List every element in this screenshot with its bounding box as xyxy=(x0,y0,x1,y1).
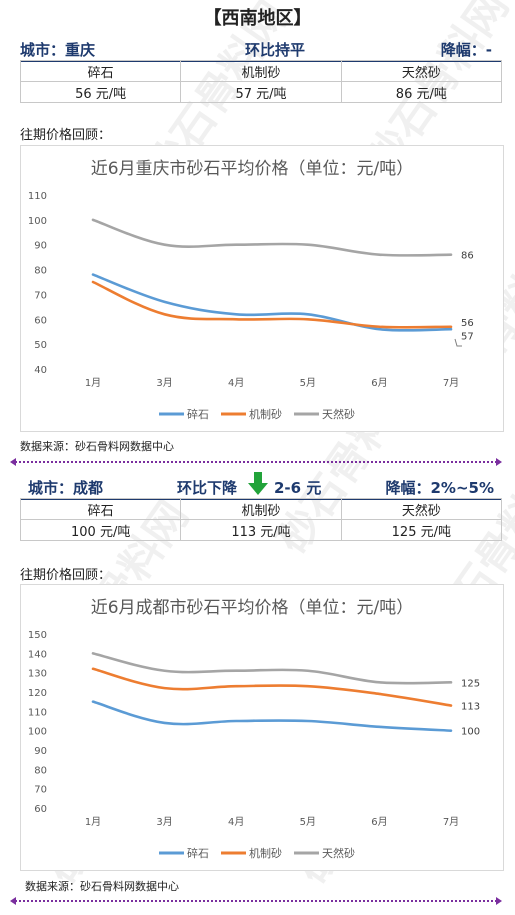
data-label: 86 xyxy=(461,251,474,262)
trend-label: 环比持平 xyxy=(245,41,306,59)
y-tick-label: 70 xyxy=(34,785,47,796)
chart-title: 近6月重庆市砂石平均价格（单位：元/吨） xyxy=(91,159,414,179)
x-tick-label: 1月 xyxy=(85,816,101,828)
y-tick-label: 140 xyxy=(28,649,47,660)
chart-box: 近6月成都市砂石平均价格（单位：元/吨） 60 70 80 90 100 110 120 130… xyxy=(20,584,504,871)
city-header: 城市：重庆 环比持平 降幅：- xyxy=(20,38,502,62)
y-tick-label: 80 xyxy=(34,765,47,776)
city-label: 城市：重庆 xyxy=(20,41,96,59)
down-arrow-icon xyxy=(248,472,268,495)
price-chart: 近6月重庆市砂石平均价格（单位：元/吨） 40 50 60 70 80 90 100 110 1月… xyxy=(28,159,474,421)
table-header-cell: 碎石 xyxy=(19,498,182,520)
table-header-cell: 天然砂 xyxy=(340,60,503,82)
history-label: 往期价格回顾： xyxy=(20,128,112,143)
y-tick-label: 50 xyxy=(34,340,47,351)
section-divider xyxy=(10,897,502,905)
divider-end xyxy=(496,458,502,466)
data-label: 57 xyxy=(461,332,474,343)
y-tick-label: 60 xyxy=(34,315,47,326)
source-note: 数据来源：砂石骨料网数据中心 xyxy=(20,440,174,453)
table-header-cell: 机制砂 xyxy=(180,498,342,520)
legend-label: 碎石 xyxy=(187,846,209,860)
x-tick-label: 3月 xyxy=(156,816,172,828)
legend-label: 天然砂 xyxy=(322,407,355,421)
y-tick-label: 150 xyxy=(28,630,47,641)
history-label: 往期价格回顾： xyxy=(20,568,112,583)
chart-box: 近6月重庆市砂石平均价格（单位：元/吨） 40 50 60 70 80 90 100 110 1月… xyxy=(20,145,504,432)
y-tick-label: 110 xyxy=(28,707,47,718)
x-tick-label: 5月 xyxy=(300,816,316,828)
legend-label: 天然砂 xyxy=(322,846,355,860)
label-leader-line xyxy=(454,338,462,347)
data-label: 113 xyxy=(461,702,480,713)
trend-delta: 2-6 元 xyxy=(274,479,322,497)
series-line xyxy=(91,273,453,332)
series-line xyxy=(91,280,453,329)
table-header-cell: 天然砂 xyxy=(340,498,503,520)
table-cell: 113 元/吨 xyxy=(180,519,342,541)
table-header-cell: 机制砂 xyxy=(180,60,342,82)
price-chart: 近6月成都市砂石平均价格（单位：元/吨） 60 70 80 90 100 110 120 130… xyxy=(28,598,480,860)
source-note: 数据来源：砂石骨料网数据中心 xyxy=(25,880,179,893)
y-tick-label: 80 xyxy=(34,266,47,277)
series-line xyxy=(91,667,453,707)
data-label: 125 xyxy=(461,678,480,689)
data-label: 100 xyxy=(461,727,480,738)
x-tick-label: 7月 xyxy=(443,377,459,389)
series-line xyxy=(91,700,453,732)
table-row: 碎石 机制砂 天然砂 xyxy=(19,60,503,82)
y-tick-label: 90 xyxy=(34,746,47,757)
y-tick-label: 100 xyxy=(28,216,47,227)
series-line xyxy=(91,218,453,257)
data-label: 56 xyxy=(461,318,474,329)
y-tick-label: 40 xyxy=(34,365,47,376)
divider-end xyxy=(10,897,16,905)
legend-label: 机制砂 xyxy=(249,407,282,421)
drop-label: 降幅：2%~5% xyxy=(385,479,494,497)
city-label: 城市：成都 xyxy=(28,479,104,497)
y-tick-label: 90 xyxy=(34,241,47,252)
x-tick-label: 4月 xyxy=(228,377,244,389)
trend-label: 环比下降 xyxy=(177,479,238,497)
table-cell: 56 元/吨 xyxy=(19,81,182,103)
table-cell: 86 元/吨 xyxy=(340,81,503,103)
drop-label: 降幅：- xyxy=(440,41,492,59)
price-table: 碎石 机制砂 天然砂 56 元/吨 57 元/吨 86 元/吨 xyxy=(19,60,503,103)
section-divider xyxy=(10,458,502,466)
x-tick-label: 5月 xyxy=(300,377,316,389)
series-line xyxy=(91,652,453,685)
x-tick-label: 6月 xyxy=(371,377,387,389)
y-tick-label: 100 xyxy=(28,727,47,738)
table-header-cell: 碎石 xyxy=(19,60,182,82)
y-tick-label: 130 xyxy=(28,669,47,680)
legend-label: 碎石 xyxy=(187,407,209,421)
region-title: 【西南地区】 xyxy=(203,8,312,29)
x-tick-label: 6月 xyxy=(371,816,387,828)
x-tick-label: 4月 xyxy=(228,816,244,828)
y-tick-label: 60 xyxy=(34,804,47,815)
table-row: 碎石 机制砂 天然砂 xyxy=(19,498,503,520)
table-cell: 57 元/吨 xyxy=(180,81,342,103)
city-header: 城市：成都 环比下降 2-6 元 降幅：2%~5% xyxy=(20,472,502,500)
y-tick-label: 110 xyxy=(28,191,47,202)
table-cell: 100 元/吨 xyxy=(19,519,182,541)
table-cell: 125 元/吨 xyxy=(340,519,503,541)
price-table: 碎石 机制砂 天然砂 100 元/吨 113 元/吨 125 元/吨 xyxy=(19,498,503,541)
table-row: 100 元/吨 113 元/吨 125 元/吨 xyxy=(19,519,503,541)
x-tick-label: 3月 xyxy=(156,377,172,389)
table-row: 56 元/吨 57 元/吨 86 元/吨 xyxy=(19,81,503,103)
y-tick-label: 70 xyxy=(34,290,47,301)
divider-end xyxy=(10,458,16,466)
divider-end xyxy=(496,897,502,905)
legend-label: 机制砂 xyxy=(249,846,282,860)
x-tick-label: 7月 xyxy=(443,816,459,828)
x-tick-label: 1月 xyxy=(85,377,101,389)
y-tick-label: 120 xyxy=(28,688,47,699)
chart-title: 近6月成都市砂石平均价格（单位：元/吨） xyxy=(91,598,414,618)
